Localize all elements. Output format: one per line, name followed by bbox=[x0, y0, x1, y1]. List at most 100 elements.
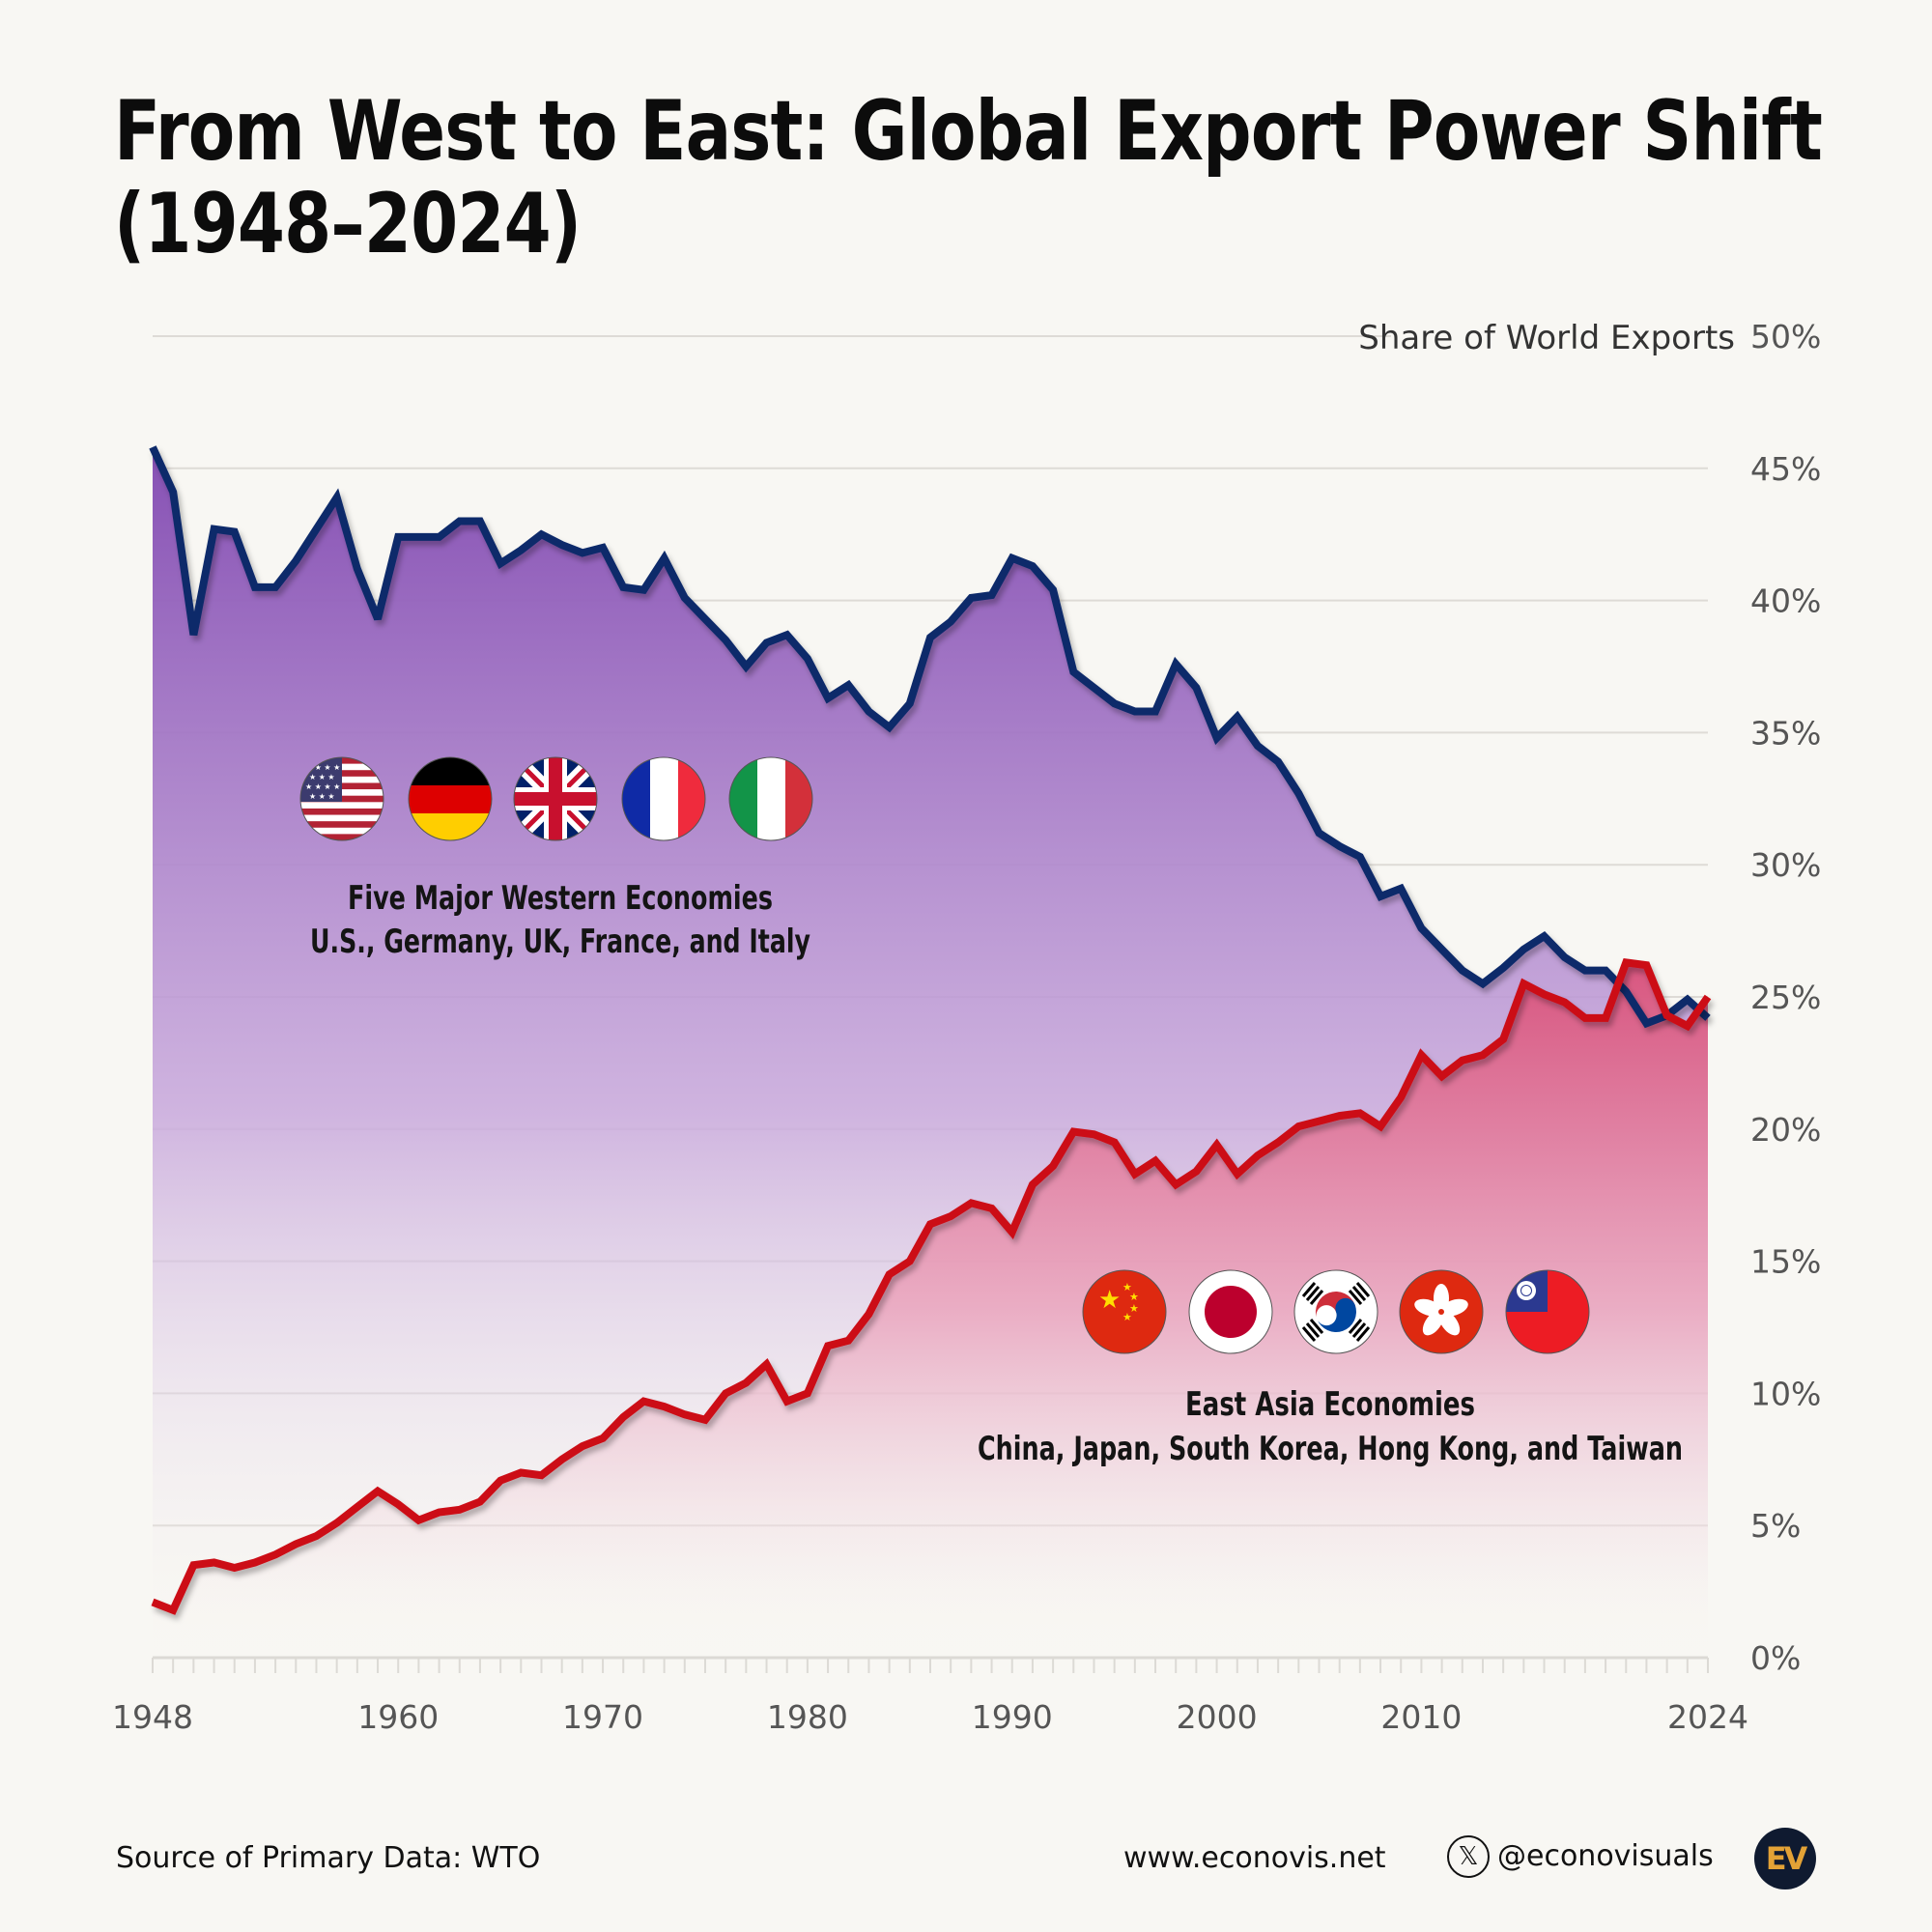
east-point bbox=[1543, 992, 1547, 996]
svg-text:★ ★ ★: ★ ★ ★ bbox=[309, 773, 335, 781]
west-point bbox=[1440, 948, 1444, 952]
west-subheading: U.S., Germany, UK, France, and Italy bbox=[310, 923, 810, 961]
website-link[interactable]: www.econovis.net bbox=[1123, 1841, 1386, 1875]
west-point bbox=[1092, 686, 1095, 690]
east-point bbox=[1256, 1153, 1260, 1157]
y-tick-label: 25% bbox=[1750, 979, 1821, 1016]
social-handle-link[interactable]: 𝕏 @econovisuals bbox=[1447, 1835, 1714, 1878]
east-point bbox=[1604, 1016, 1607, 1020]
svg-text:★: ★ bbox=[1129, 1302, 1139, 1315]
west-point bbox=[1338, 844, 1342, 848]
east-point bbox=[1051, 1164, 1055, 1168]
west-point bbox=[908, 701, 912, 705]
series-lines bbox=[149, 445, 1712, 1615]
west-point bbox=[1604, 969, 1607, 973]
east-subheading: China, Japan, South Korea, Hong Kong, an… bbox=[978, 1430, 1683, 1468]
east-point bbox=[1071, 1130, 1075, 1134]
east-point bbox=[641, 1400, 645, 1404]
east-point bbox=[949, 1214, 952, 1218]
y-tick-label: 40% bbox=[1750, 582, 1821, 620]
italy-flag-icon bbox=[728, 756, 813, 841]
y-tick-label: 45% bbox=[1750, 450, 1821, 488]
west-point bbox=[1296, 791, 1300, 795]
east-point bbox=[273, 1552, 277, 1556]
east-point bbox=[253, 1561, 257, 1565]
x-logo-icon: 𝕏 bbox=[1447, 1835, 1490, 1878]
east-point bbox=[581, 1444, 584, 1448]
west-point bbox=[1399, 887, 1403, 891]
west-point bbox=[724, 639, 727, 642]
x-axis-labels: 1948 1960 1970 1980 1990 2000 2010 2024 bbox=[112, 1698, 1748, 1736]
east-point bbox=[314, 1534, 318, 1538]
east-point bbox=[663, 1405, 667, 1408]
east-point bbox=[519, 1470, 523, 1474]
east-point bbox=[785, 1400, 789, 1404]
west-point bbox=[1276, 759, 1280, 763]
x-tick-label: 2010 bbox=[1380, 1698, 1462, 1736]
west-point bbox=[560, 543, 564, 547]
east-point bbox=[928, 1222, 932, 1226]
x-tick-label: 1970 bbox=[562, 1698, 643, 1736]
svg-text:★: ★ bbox=[1122, 1311, 1132, 1323]
west-point bbox=[703, 617, 707, 621]
west-point bbox=[990, 593, 994, 597]
west-point bbox=[826, 696, 830, 700]
east-point bbox=[1153, 1159, 1157, 1163]
x-tick-label: 1960 bbox=[357, 1698, 439, 1736]
east-heading: East Asia Economies bbox=[1185, 1385, 1475, 1424]
west-point bbox=[540, 532, 544, 536]
east-point bbox=[294, 1542, 298, 1546]
east-point bbox=[1338, 1114, 1342, 1118]
west-point bbox=[1236, 715, 1239, 719]
east-line bbox=[151, 958, 1712, 1615]
france-flag-icon bbox=[621, 756, 706, 841]
west-point bbox=[1215, 736, 1219, 740]
east-point bbox=[1644, 963, 1648, 967]
west-point bbox=[478, 520, 482, 524]
east-point bbox=[1276, 1140, 1280, 1144]
west-point bbox=[498, 561, 502, 565]
west-point bbox=[1686, 998, 1690, 1002]
east-point bbox=[867, 1312, 870, 1316]
japan-flag-icon bbox=[1188, 1269, 1273, 1354]
east-point bbox=[355, 1505, 359, 1509]
east-point bbox=[1563, 1000, 1567, 1004]
west-point bbox=[253, 585, 257, 589]
west-point bbox=[1174, 662, 1178, 666]
west-point bbox=[355, 567, 359, 571]
china-flag-icon: ★ ★ ★ ★ ★ bbox=[1082, 1269, 1167, 1354]
svg-text:★: ★ bbox=[1122, 1281, 1132, 1293]
east-point bbox=[560, 1458, 564, 1462]
west-point bbox=[396, 535, 400, 539]
west-point bbox=[1481, 981, 1485, 985]
east-point bbox=[376, 1490, 380, 1493]
east-point bbox=[990, 1207, 994, 1210]
east-point bbox=[1174, 1182, 1178, 1186]
y-axis-labels: 0% 5% 10% 15% 20% 25% 30% 35% 40% 45% 50% bbox=[1750, 318, 1821, 1677]
west-point bbox=[621, 585, 625, 589]
title-line-1: From West to East: Global Export Power S… bbox=[114, 83, 1823, 180]
east-point bbox=[1481, 1053, 1485, 1057]
west-point bbox=[171, 490, 175, 494]
svg-text:★ ★ ★ ★: ★ ★ ★ ★ bbox=[305, 782, 340, 791]
east-point bbox=[1133, 1172, 1137, 1176]
west-point bbox=[1358, 855, 1362, 859]
x-tick-label: 1990 bbox=[972, 1698, 1053, 1736]
west-point bbox=[1318, 831, 1321, 835]
east-point bbox=[416, 1519, 420, 1522]
east-point bbox=[1399, 1095, 1403, 1099]
east-point bbox=[908, 1260, 912, 1264]
west-point bbox=[314, 527, 318, 531]
y-tick-label: 15% bbox=[1750, 1243, 1821, 1281]
x-tick-label: 2024 bbox=[1667, 1698, 1748, 1736]
west-point bbox=[1378, 895, 1382, 898]
west-point bbox=[785, 633, 789, 637]
east-point bbox=[806, 1391, 810, 1395]
west-point bbox=[458, 520, 462, 524]
west-point bbox=[1543, 934, 1547, 938]
germany-flag-icon bbox=[408, 756, 493, 841]
east-point bbox=[1318, 1120, 1321, 1123]
hong-kong-flag-icon bbox=[1399, 1269, 1484, 1354]
south-korea-flag-icon bbox=[1293, 1269, 1378, 1354]
west-point bbox=[949, 619, 952, 623]
